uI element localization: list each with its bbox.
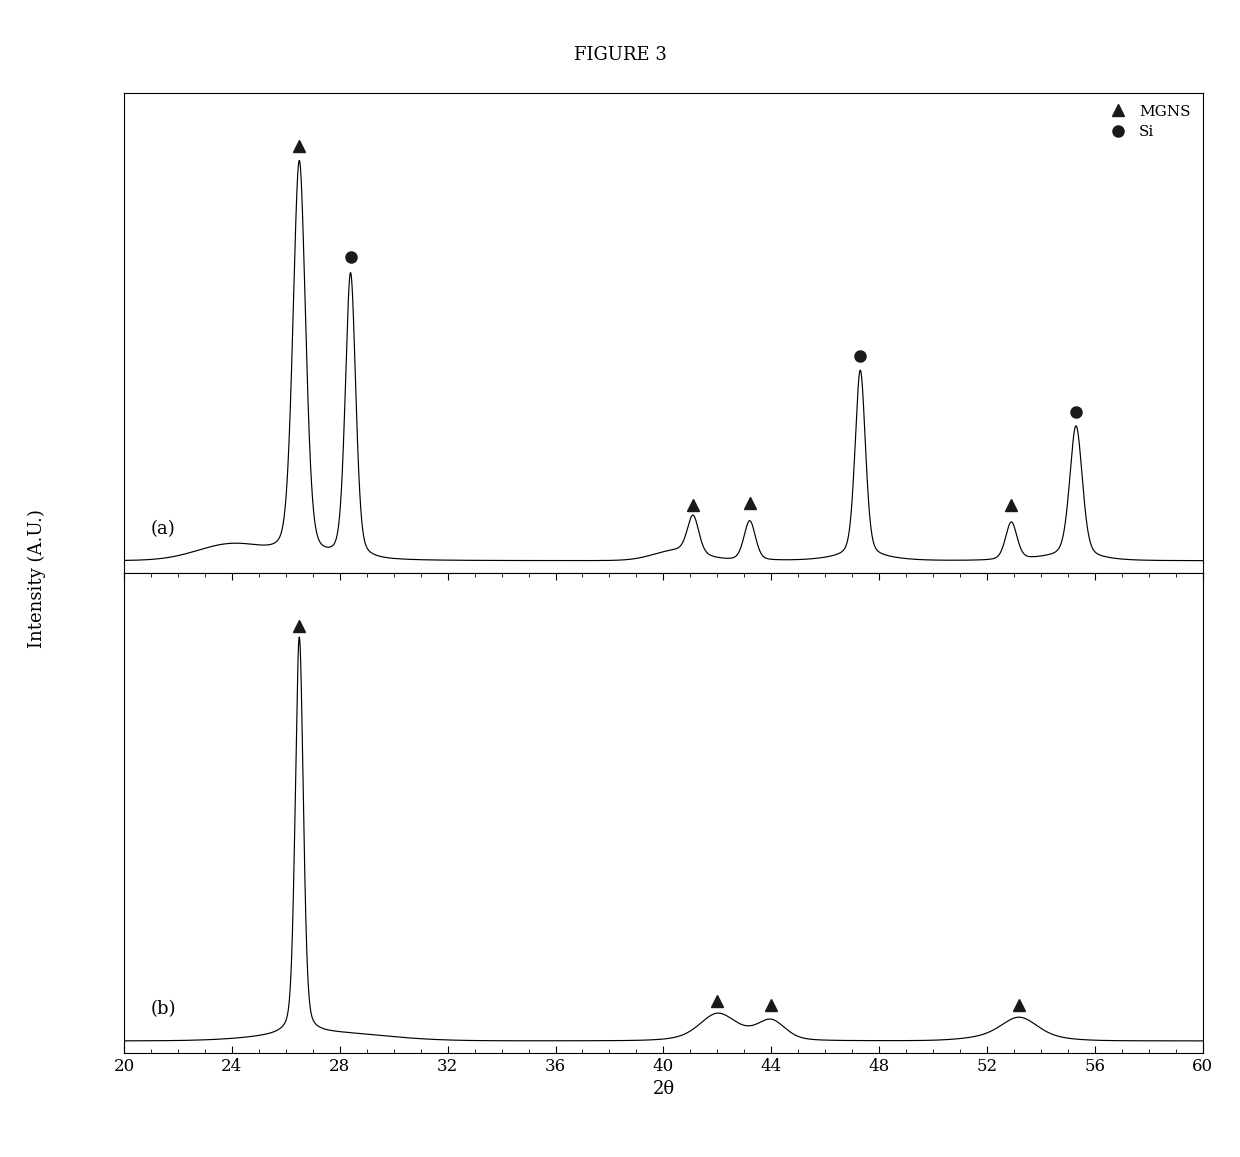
- Legend: MGNS, Si: MGNS, Si: [1097, 101, 1195, 143]
- X-axis label: 2θ: 2θ: [652, 1081, 675, 1098]
- Text: (b): (b): [151, 1001, 176, 1018]
- Text: (a): (a): [151, 521, 176, 538]
- Text: FIGURE 3: FIGURE 3: [574, 46, 666, 65]
- Text: Intensity (A.U.): Intensity (A.U.): [29, 509, 46, 648]
